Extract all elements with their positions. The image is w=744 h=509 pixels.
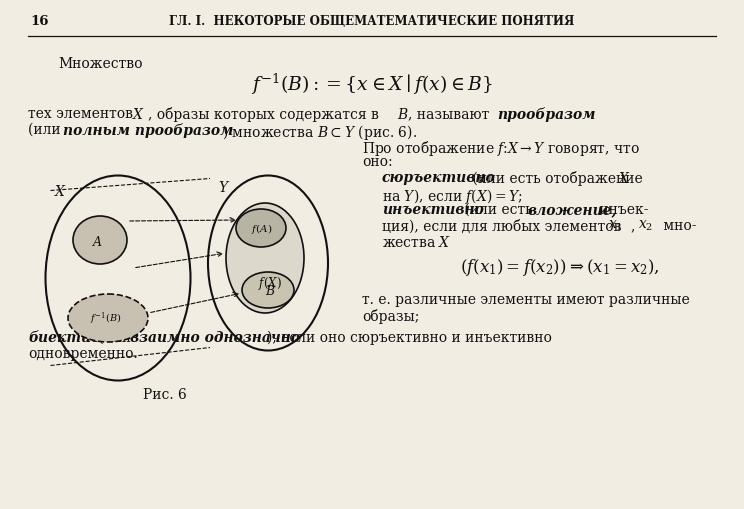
Text: ,: , <box>630 219 635 233</box>
Text: $A$: $A$ <box>92 235 103 249</box>
Text: прообразом: прообразом <box>497 107 595 122</box>
Text: образы;: образы; <box>362 309 420 324</box>
Text: $X$: $X$ <box>132 107 145 122</box>
Text: $X$: $X$ <box>618 171 631 186</box>
Text: полным прообразом: полным прообразом <box>63 123 234 138</box>
Text: 16: 16 <box>30 15 48 28</box>
Text: , образы которых содержатся в: , образы которых содержатся в <box>148 107 383 122</box>
Text: $f^{-1}(B)$: $f^{-1}(B)$ <box>90 310 122 327</box>
Text: $B$: $B$ <box>397 107 408 122</box>
Text: $x_2$: $x_2$ <box>638 219 653 234</box>
Ellipse shape <box>73 216 127 264</box>
Text: инъективно: инъективно <box>382 203 484 217</box>
Text: $Y$: $Y$ <box>218 181 230 195</box>
Text: (или есть: (или есть <box>460 203 537 217</box>
Ellipse shape <box>226 203 304 313</box>
Text: на $Y$), если $f(X) = Y$;: на $Y$), если $f(X) = Y$; <box>382 187 523 206</box>
Ellipse shape <box>68 294 148 342</box>
Text: (или есть отображение: (или есть отображение <box>468 171 647 186</box>
Text: биективно: биективно <box>28 331 120 345</box>
Ellipse shape <box>236 209 286 247</box>
Text: одновременно.: одновременно. <box>28 347 138 361</box>
Text: т. е. различные элементы имеют различные: т. е. различные элементы имеют различные <box>362 293 690 307</box>
Text: Про отображение $f\colon X \to Y$ говорят, что: Про отображение $f\colon X \to Y$ говоря… <box>362 139 640 158</box>
Text: ГЛ. I.  НЕКОТОРЫЕ ОБЩЕМАТЕМАТИЧЕСКИЕ ПОНЯТИЯ: ГЛ. I. НЕКОТОРЫЕ ОБЩЕМАТЕМАТИЧЕСКИЕ ПОНЯ… <box>170 15 574 28</box>
Text: инъек-: инъек- <box>595 203 649 217</box>
Text: $f(A)$: $f(A)$ <box>251 222 273 236</box>
Text: $f^{-1}(B) := \{x \in X\mid f(x) \in B\}$: $f^{-1}(B) := \{x \in X\mid f(x) \in B\}… <box>251 72 493 97</box>
Text: Множество: Множество <box>58 57 143 71</box>
Text: $x_1$: $x_1$ <box>608 219 623 234</box>
Text: жества $X$: жества $X$ <box>382 235 452 250</box>
Text: ) множества $B \subset Y$ (рис. 6).: ) множества $B \subset Y$ (рис. 6). <box>222 123 417 142</box>
Text: $f(X)$: $f(X)$ <box>258 274 282 292</box>
Text: сюръективно: сюръективно <box>382 171 496 185</box>
Text: (или: (или <box>94 331 135 345</box>
Text: ), если оно сюръективно и инъективно: ), если оно сюръективно и инъективно <box>267 331 552 346</box>
Ellipse shape <box>242 272 294 308</box>
Text: тех элементов: тех элементов <box>28 107 138 121</box>
Text: взаимно однозначно: взаимно однозначно <box>130 331 300 345</box>
Text: (или: (или <box>28 123 65 137</box>
Text: ция), если для любых элементов: ция), если для любых элементов <box>382 219 626 233</box>
Text: $B$: $B$ <box>265 284 275 298</box>
Text: , называют: , называют <box>408 107 493 121</box>
Text: Рис. 6: Рис. 6 <box>143 388 187 402</box>
Text: оно:: оно: <box>362 155 393 169</box>
Text: мно-: мно- <box>659 219 696 233</box>
Text: $(f(x_1) = f(x_2)) \Rightarrow (x_1 = x_2),$: $(f(x_1) = f(x_2)) \Rightarrow (x_1 = x_… <box>461 257 660 278</box>
Text: вложение,: вложение, <box>528 203 618 217</box>
Text: $X$: $X$ <box>54 184 67 199</box>
